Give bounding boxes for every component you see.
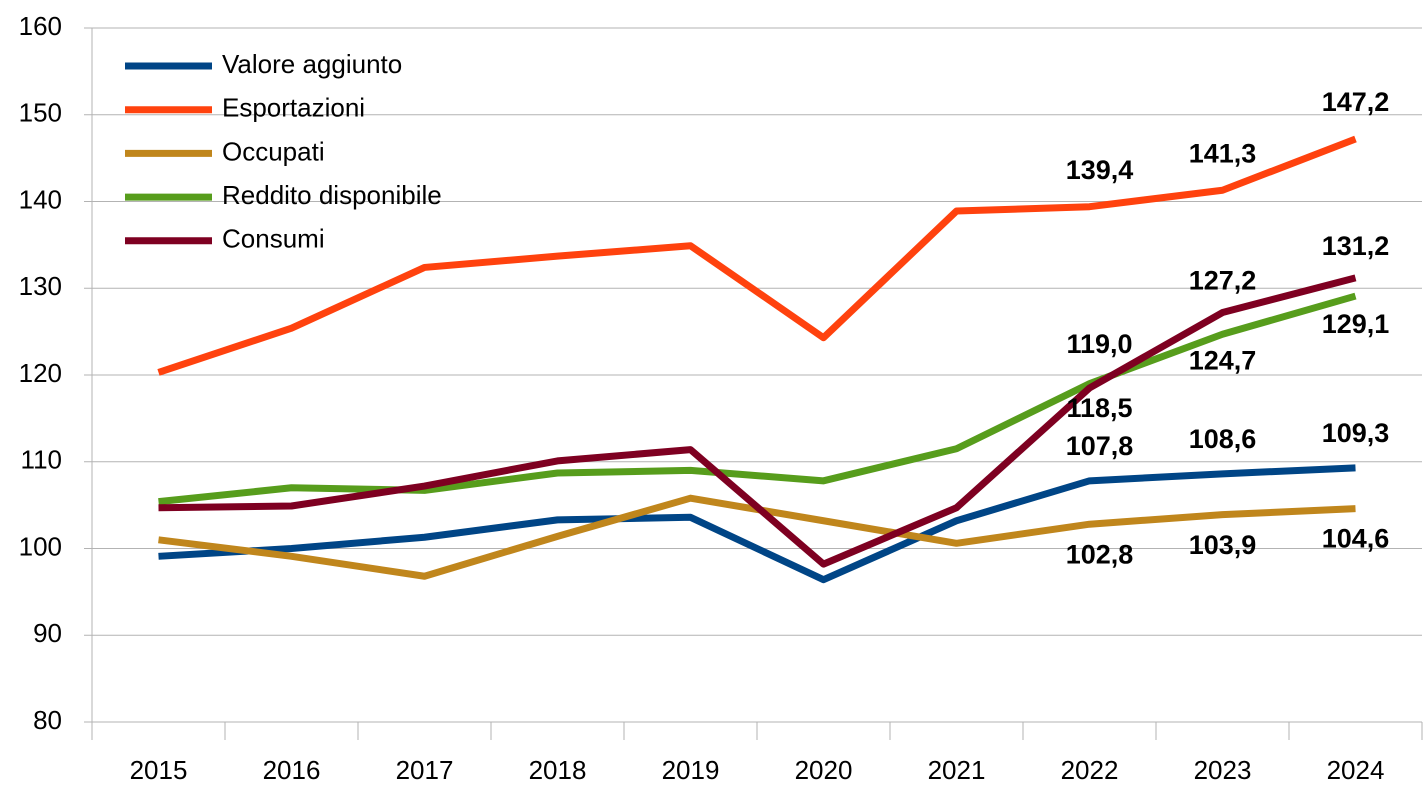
series-line (157, 135, 1357, 376)
value-label: 147,2 (1322, 87, 1390, 117)
legend-label: Consumi (222, 224, 325, 254)
y-tick-label: 160 (19, 11, 62, 41)
value-label: 104,6 (1322, 524, 1390, 554)
y-tick-label: 140 (19, 184, 62, 214)
x-tick-label: 2024 (1327, 755, 1385, 785)
value-label: 127,2 (1189, 266, 1257, 296)
value-label: 103,9 (1189, 530, 1257, 560)
value-label: 129,1 (1322, 309, 1390, 339)
value-label: 139,4 (1066, 155, 1134, 185)
y-tick-label: 150 (19, 98, 62, 128)
x-tick-label: 2020 (795, 755, 853, 785)
value-label: 109,3 (1322, 418, 1390, 448)
legend-label: Reddito disponibile (222, 180, 442, 210)
series-line (158, 274, 1357, 568)
legend-label: Esportazioni (222, 93, 365, 123)
value-label: 108,6 (1189, 424, 1257, 454)
x-tick-label: 2019 (662, 755, 720, 785)
x-tick-label: 2023 (1194, 755, 1252, 785)
y-tick-label: 90 (33, 618, 62, 648)
series-line (158, 464, 1356, 584)
value-label: 118,5 (1066, 393, 1132, 423)
x-tick-label: 2022 (1061, 755, 1119, 785)
value-label: 102,8 (1066, 539, 1134, 569)
y-tick-label: 120 (19, 358, 62, 388)
value-label: 141,3 (1189, 138, 1257, 168)
x-tick-label: 2015 (130, 755, 188, 785)
value-label: 124,7 (1189, 345, 1257, 375)
y-tick-label: 130 (19, 271, 62, 301)
y-tick-label: 100 (19, 531, 62, 561)
legend-label: Valore aggiunto (222, 49, 402, 79)
series-line (158, 292, 1357, 506)
value-label: 107,8 (1066, 431, 1134, 461)
y-tick-label: 110 (21, 445, 62, 475)
x-tick-label: 2021 (928, 755, 986, 785)
value-label: 119,0 (1066, 329, 1132, 359)
x-tick-label: 2017 (396, 755, 454, 785)
x-tick-label: 2018 (529, 755, 587, 785)
y-tick-label: 80 (33, 705, 62, 735)
value-label: 131,2 (1322, 231, 1390, 261)
legend-label: Occupati (222, 136, 325, 166)
x-tick-label: 2016 (263, 755, 321, 785)
